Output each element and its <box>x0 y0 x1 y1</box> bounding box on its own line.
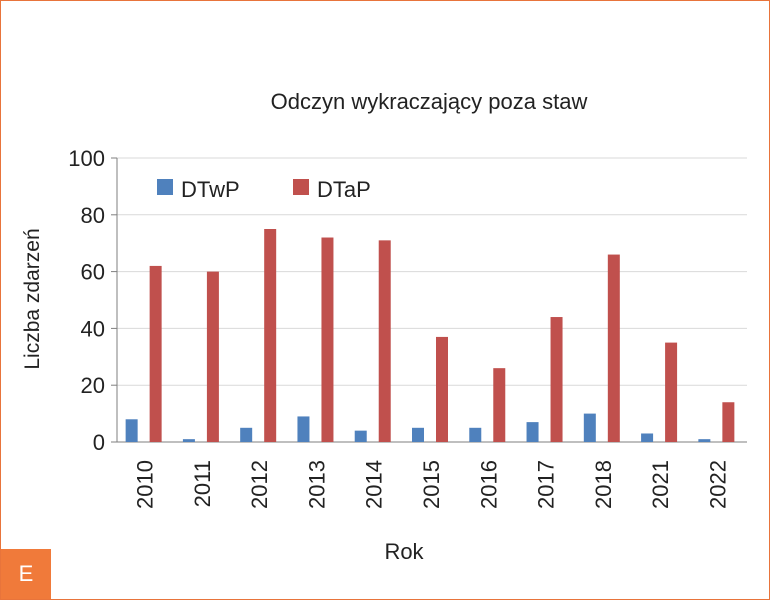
y-tick-label: 80 <box>81 203 105 228</box>
bar-DTwP-2013 <box>297 416 310 442</box>
bar-DTwP-2011 <box>182 439 195 442</box>
bar-DTaP-2014 <box>378 240 391 442</box>
x-tick-label: 2015 <box>419 460 444 509</box>
bar-DTaP-2011 <box>206 271 219 442</box>
x-axis-label: Rok <box>384 539 424 564</box>
bar-DTwP-2022 <box>698 439 711 442</box>
bar-DTaP-2015 <box>436 336 448 442</box>
bar-DTwP-2010 <box>125 419 138 442</box>
x-tick-label: 2017 <box>534 460 559 509</box>
bars <box>125 229 735 442</box>
bar-DTaP-2013 <box>321 237 334 442</box>
bar-DTaP-2022 <box>722 402 735 442</box>
x-tick-label: 2018 <box>591 460 616 509</box>
bar-DTaP-2016 <box>493 368 506 442</box>
bar-DTwP-2014 <box>354 430 367 442</box>
y-tick-labels: 0 20 40 60 80 100 <box>68 146 105 455</box>
bar-DTwP-2012 <box>240 427 253 442</box>
y-tick-label: 0 <box>93 430 105 455</box>
y-tick-label: 60 <box>81 260 105 285</box>
y-tick-label: 100 <box>68 146 105 171</box>
x-tick-label: 2013 <box>304 460 329 509</box>
y-tick-label: 20 <box>81 373 105 398</box>
panel-label: E <box>1 549 51 599</box>
x-tick-label: 2022 <box>705 460 730 509</box>
x-tick-labels: 2010 2011 2012 2013 2014 2015 2016 2017 2018 2021… <box>133 460 731 509</box>
x-tick-label: 2014 <box>362 460 387 509</box>
bar-DTaP-2012 <box>264 229 277 442</box>
legend-label-DTaP: DTaP <box>317 177 371 202</box>
x-tick-label: 2016 <box>476 460 501 509</box>
x-tick-label: 2012 <box>247 460 272 509</box>
legend: DTwP DTaP <box>157 177 371 202</box>
legend-label-DTwP: DTwP <box>181 177 240 202</box>
bar-DTaP-2010 <box>149 265 162 442</box>
bar-DTwP-2016 <box>469 427 482 442</box>
x-tick-label: 2021 <box>648 460 673 509</box>
x-tick-label: 2010 <box>133 460 158 509</box>
y-axis-label: Liczba zdarzeń <box>21 228 44 369</box>
bar-DTwP-2021 <box>641 433 654 442</box>
x-tick-label: 2011 <box>190 460 215 507</box>
bar-DTwP-2015 <box>412 427 424 442</box>
legend-swatch-DTwP <box>157 179 173 195</box>
y-tick-label: 40 <box>81 316 105 341</box>
chart-title: Odczyn wykraczający poza staw <box>271 89 588 114</box>
bar-DTwP-2018 <box>583 413 596 442</box>
legend-swatch-DTaP <box>293 179 309 195</box>
bar-DTwP-2017 <box>526 422 539 442</box>
bar-DTaP-2018 <box>607 254 620 442</box>
bar-DTaP-2021 <box>665 342 678 442</box>
bar-DTaP-2017 <box>550 317 563 442</box>
